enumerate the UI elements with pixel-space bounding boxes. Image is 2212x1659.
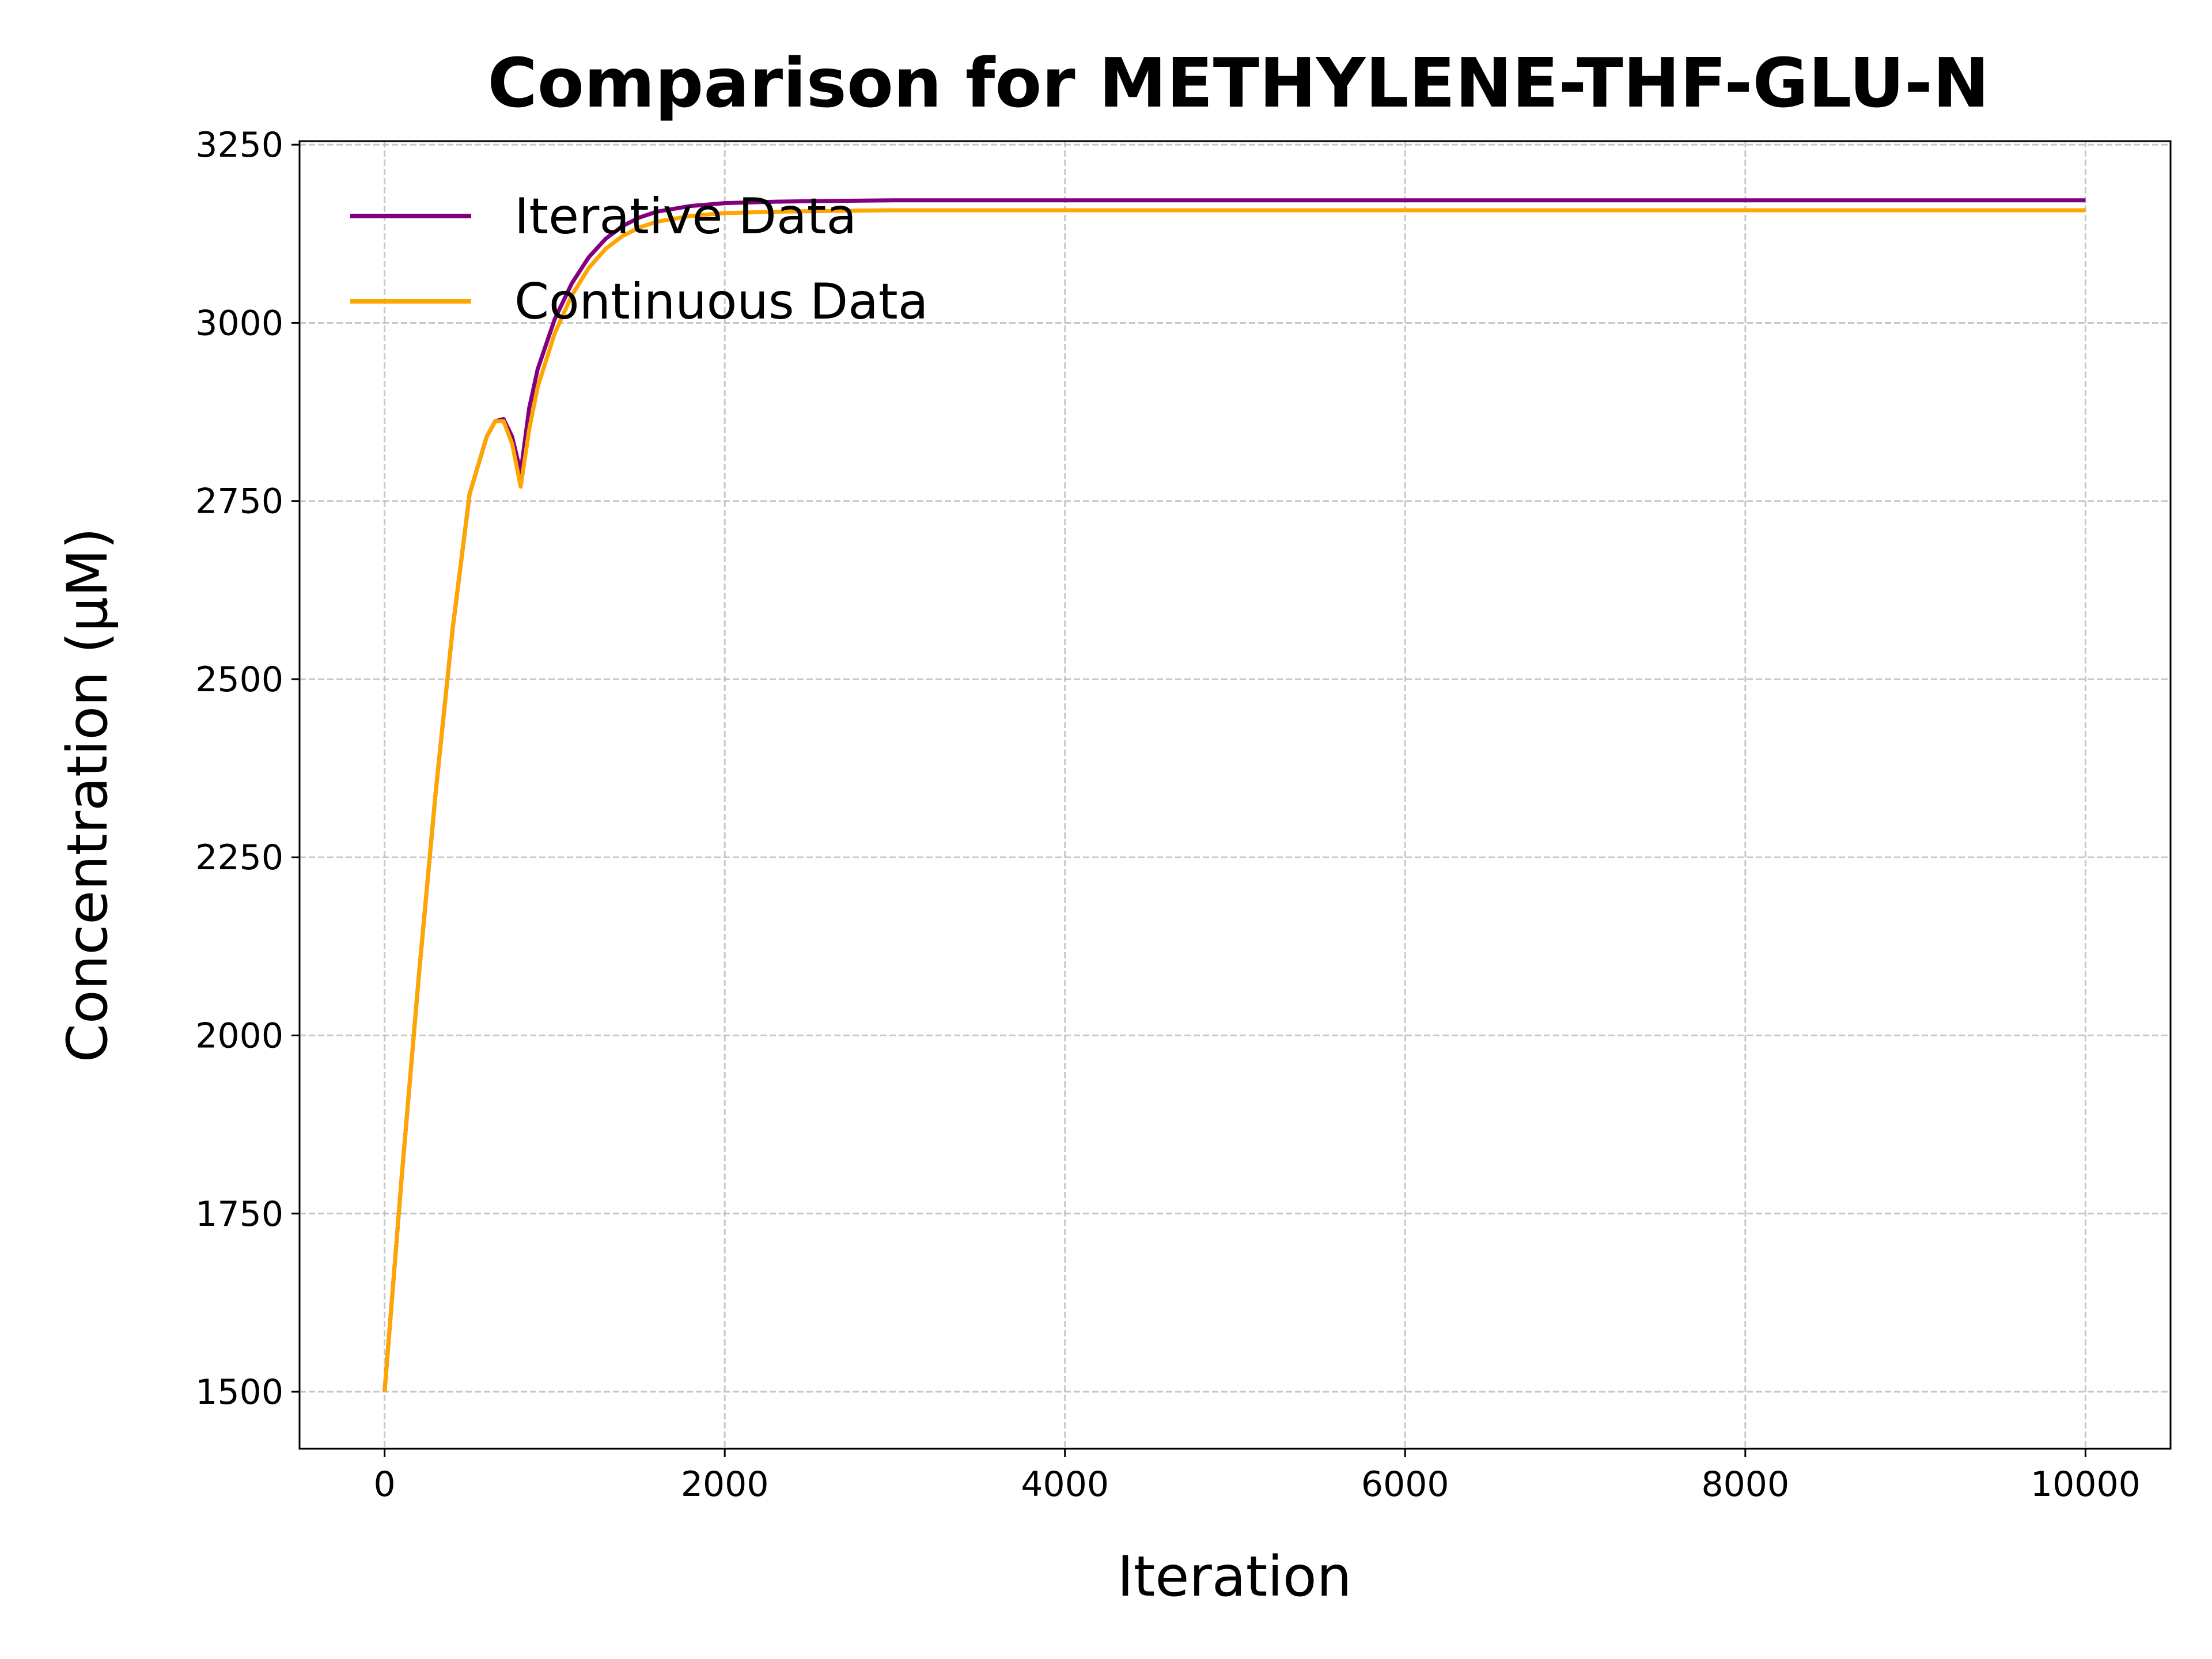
axis-ticks: 0 2000 4000 6000 8000 10000 1500 1750 2000 2250 25… (195, 125, 2141, 1505)
x-axis-title: Iteration (1117, 1544, 1351, 1609)
grid-lines (300, 141, 2171, 1449)
plot-frame (298, 140, 2172, 1450)
x-tick-label: 6000 (1361, 1464, 1449, 1505)
y-tick-label: 3000 (195, 303, 283, 343)
x-tick-label: 2000 (681, 1464, 769, 1505)
chart-title: Comparison for METHYLENE-THF-GLU-N (487, 43, 1990, 123)
x-tick-label: 8000 (1701, 1464, 1789, 1505)
legend-label-1: Continuous Data (514, 273, 928, 331)
x-tick-label: 10000 (2031, 1464, 2141, 1505)
series-line-1 (382, 208, 2086, 1392)
x-tick-label: 0 (374, 1464, 396, 1505)
y-tick-label: 2250 (195, 838, 283, 878)
y-tick-label: 1500 (195, 1372, 283, 1412)
y-tick-label: 2500 (195, 660, 283, 700)
y-tick-label: 3250 (195, 125, 283, 165)
y-axis-title: Concentration (μM) (55, 528, 120, 1062)
y-tick-label: 1750 (195, 1194, 283, 1234)
y-tick-label: 2750 (195, 482, 283, 522)
x-tick-label: 4000 (1021, 1464, 1109, 1505)
legend: Iterative Data Continuous Data (350, 188, 928, 331)
plot-series (382, 198, 2086, 1392)
y-tick-label: 2000 (195, 1016, 283, 1056)
legend-label-0: Iterative Data (514, 188, 857, 245)
